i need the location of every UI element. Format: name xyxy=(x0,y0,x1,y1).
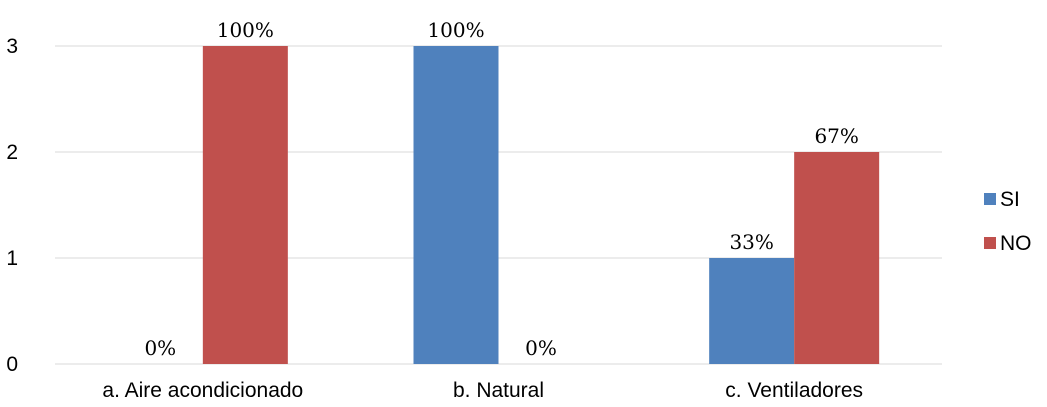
data-label-no-2: 0% xyxy=(525,336,557,360)
bar-no-3 xyxy=(794,152,880,364)
legend: SI NO xyxy=(984,188,1032,255)
data-labels: 0% 100% 100% 0% 33% 67% xyxy=(144,18,858,360)
data-label-no-1: 100% xyxy=(217,18,274,42)
legend-swatch-si xyxy=(984,193,996,205)
y-tick-label: 0 xyxy=(6,353,18,376)
x-category-label: c. Ventiladores xyxy=(725,379,863,402)
y-axis-ticks: 0 1 2 3 xyxy=(6,35,18,376)
data-label-si-2: 100% xyxy=(427,18,484,42)
x-category-label: a. Aire acondicionado xyxy=(102,379,303,402)
y-tick-label: 3 xyxy=(6,35,18,58)
bars xyxy=(202,46,880,364)
data-label-no-3: 67% xyxy=(814,124,858,148)
y-tick-label: 1 xyxy=(6,247,18,270)
bar-no-1 xyxy=(202,46,288,364)
legend-label-no: NO xyxy=(1000,232,1032,255)
data-label-si-1: 0% xyxy=(144,336,176,360)
x-category-label: b. Natural xyxy=(453,379,544,402)
legend-label-si: SI xyxy=(1000,188,1020,211)
x-axis-categories: a. Aire acondicionado b. Natural c. Ventil… xyxy=(102,379,863,402)
y-tick-label: 2 xyxy=(6,141,18,164)
bar-si-3 xyxy=(709,258,795,364)
data-label-si-3: 33% xyxy=(729,230,773,254)
legend-swatch-no xyxy=(984,237,996,249)
bar-si-2 xyxy=(413,46,499,364)
